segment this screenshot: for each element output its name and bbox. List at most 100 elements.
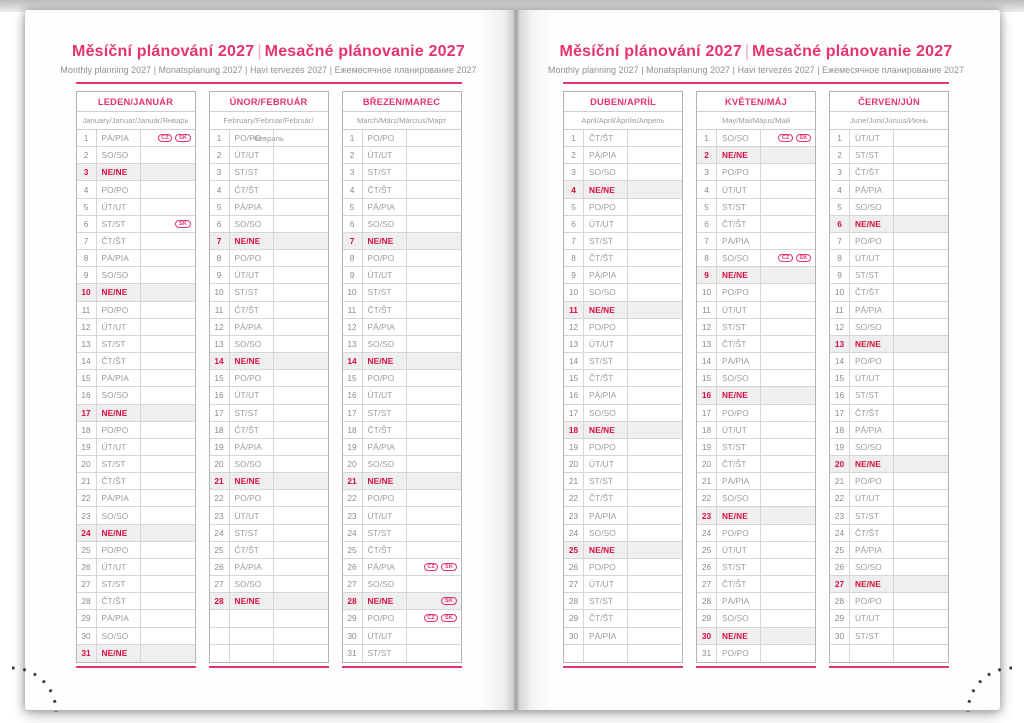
day-notes [761, 233, 815, 249]
day-row: 23 SO/SO [76, 507, 195, 525]
months-left: LEDEN/JANUÁR January/Januar/Január/Январ… [25, 91, 512, 668]
day-row: 1 PÁ/PIA CZ SK [76, 130, 195, 148]
day-weekday: ÚT/UT [850, 130, 894, 147]
day-notes [894, 473, 948, 489]
day-weekday: ÚT/UT [97, 198, 141, 215]
day-notes [141, 336, 195, 352]
day-notes [141, 507, 195, 523]
day-notes [761, 405, 815, 421]
day-weekday: ST/ST [584, 473, 628, 490]
month-column: KVĚTEN/MÁJ May/Mai/Május/Май 1 SO/SO CZ S… [696, 91, 816, 668]
day-number: 19 [210, 438, 230, 455]
day-notes [274, 422, 328, 438]
holiday-badge-cz: CZ [157, 134, 173, 143]
day-weekday: ČT/ŠT [850, 164, 894, 181]
day-notes [628, 593, 682, 609]
day-row: 27 ČT/ŠT [697, 576, 815, 594]
day-notes [628, 284, 682, 300]
day-number [210, 644, 230, 662]
day-number: 20 [210, 455, 230, 473]
day-number: 6 [564, 215, 584, 232]
day-number: 7 [77, 232, 97, 250]
month-column: BŘEZEN/MAREC March/März/Március/Март 1 P… [341, 91, 462, 668]
day-notes [407, 130, 461, 146]
page-left: Měsíční plánování 2027 | Mesačné plánovani… [11, 10, 512, 713]
day-notes [628, 645, 682, 662]
day-number: 23 [210, 507, 230, 524]
month-column: ÚNOR/FEBRUÁR February/Februar/Február/Фе… [208, 91, 329, 668]
day-row: 5 ST/ST [697, 198, 815, 216]
title-slovak: Mesačné plánovanie 2027 [752, 43, 953, 60]
day-weekday: ST/ST [850, 627, 894, 644]
day-number: 9 [830, 267, 850, 284]
day-number: 23 [343, 507, 363, 524]
day-weekday: SO/SO [850, 198, 894, 215]
day-number: 24 [210, 524, 230, 541]
day-row: 21 NE/NE [209, 473, 328, 491]
day-weekday: NE/NE [584, 541, 628, 558]
day-row: 5 PO/PO [564, 198, 682, 216]
day-weekday: PÁ/PIA [97, 610, 141, 627]
day-notes [141, 250, 195, 266]
day-weekday: PO/PO [230, 250, 274, 267]
day-number: 15 [564, 370, 584, 387]
day-notes [141, 610, 195, 626]
day-notes [761, 284, 815, 300]
day-weekday: NE/NE [230, 353, 274, 370]
day-weekday: ST/ST [363, 284, 407, 301]
day-notes [894, 233, 948, 249]
day-row: 18 ČT/ŠT [342, 421, 461, 439]
day-number: 8 [210, 250, 230, 267]
day-row: 4 ČT/ŠT [209, 181, 328, 199]
day-weekday: PO/PO [584, 438, 628, 455]
day-number: 27 [564, 576, 584, 593]
day-number: 9 [210, 267, 230, 284]
day-number: 3 [830, 164, 850, 181]
day-number: 14 [830, 353, 850, 370]
day-row: 19 PO/PO [564, 438, 682, 456]
day-number: 16 [210, 387, 230, 404]
day-row: 2 SO/SO [76, 147, 195, 165]
day-weekday: SO/SO [584, 284, 628, 301]
day-notes [761, 645, 815, 662]
day-number: 12 [343, 318, 363, 335]
day-row: 16 ÚT/UT [342, 387, 461, 405]
day-number: 24 [77, 524, 97, 541]
day-weekday: SO/SO [717, 370, 761, 387]
day-row: 13 ČT/ŠT [697, 335, 815, 354]
day-row: 1 SO/SO CZ SK [697, 130, 815, 148]
day-notes [141, 490, 195, 506]
day-row: 29 SO/SO [697, 610, 815, 628]
day-notes [894, 319, 948, 335]
day-weekday: PO/PO [230, 130, 274, 147]
day-notes [894, 147, 948, 163]
day-row: 22 ÚT/UT [830, 490, 948, 508]
day-number: 10 [210, 284, 230, 301]
day-number: 16 [830, 387, 850, 404]
day-weekday: NE/NE [584, 421, 628, 438]
day-number: 23 [564, 507, 584, 524]
day-number: 18 [697, 421, 717, 438]
day-number: 12 [830, 318, 850, 335]
day-number: 14 [77, 353, 97, 370]
day-row: 3 SO/SO [564, 164, 682, 182]
day-weekday: PÁ/PIA [363, 558, 407, 576]
page-subtitle: Monthly planning 2027 | Monatsplanung 20… [548, 65, 964, 75]
day-row: 19 PÁ/PIA [209, 438, 328, 456]
day-row: 3 PO/PO [697, 164, 815, 182]
month-languages: March/März/Március/Март [342, 112, 461, 130]
day-number: 11 [77, 301, 97, 318]
day-number: 3 [564, 164, 584, 181]
day-weekday: ČT/ŠT [584, 610, 628, 627]
day-number: 4 [343, 181, 363, 198]
day-row: 21 ČT/ŠT [76, 473, 195, 491]
day-weekday: PÁ/PIA [230, 438, 274, 455]
day-weekday: ST/ST [584, 232, 628, 250]
day-weekday: ÚT/UT [717, 421, 761, 438]
day-number [210, 610, 230, 627]
day-row: 18 NE/NE [564, 421, 682, 439]
day-row: 11 PÁ/PIA [830, 301, 948, 319]
day-number: 1 [343, 130, 363, 147]
day-weekday: SO/SO [230, 215, 274, 232]
month-table: LEDEN/JANUÁR January/Januar/Január/Январ… [75, 91, 196, 663]
